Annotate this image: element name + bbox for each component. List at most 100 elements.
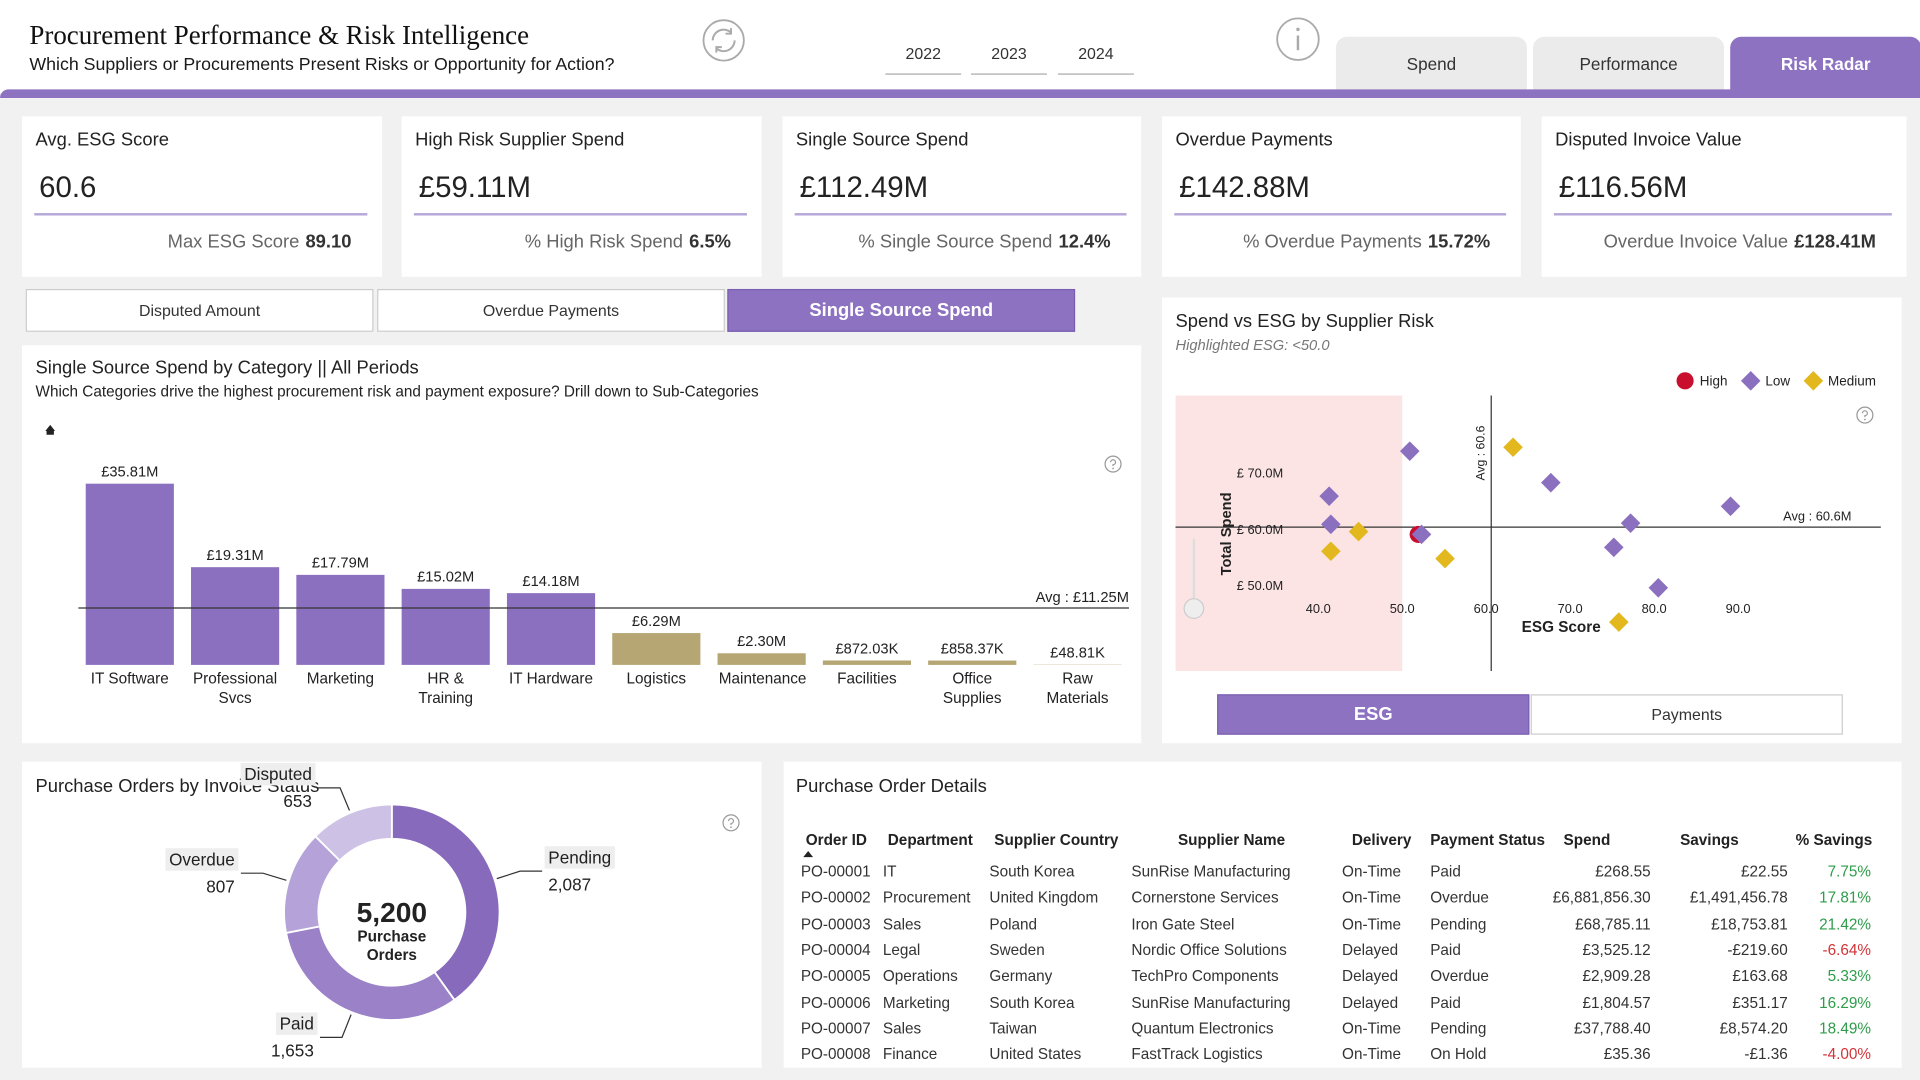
table-cell: Cornerstone Services bbox=[1131, 889, 1279, 907]
table-cell: £3,525.12 bbox=[1582, 941, 1651, 959]
table-cell: On-Time bbox=[1342, 889, 1402, 907]
table-cell: £2,909.28 bbox=[1582, 967, 1651, 985]
nav-tab[interactable]: Performance bbox=[1533, 36, 1725, 92]
table-cell: Delayed bbox=[1342, 993, 1399, 1011]
table-cell: -6.64% bbox=[1822, 941, 1872, 959]
kpi-sub-value: £128.41M bbox=[1794, 231, 1876, 253]
kpi-card: Overdue Payments £142.88M % Overdue Paymen… bbox=[1162, 116, 1521, 277]
table-cell: PO-00003 bbox=[800, 915, 871, 933]
nav-tab[interactable]: Spend bbox=[1335, 36, 1527, 92]
table-cell: PO-00006 bbox=[800, 993, 871, 1011]
table-cell: £163.68 bbox=[1732, 967, 1788, 985]
column-header[interactable]: Supplier Name bbox=[1177, 831, 1286, 849]
x-tick-label: Marketing bbox=[306, 669, 375, 687]
table-cell: -4.00% bbox=[1822, 1045, 1872, 1063]
kpi-divider bbox=[34, 213, 368, 216]
table-cell: £6,881,856.30 bbox=[1552, 889, 1651, 907]
kpi-sub: Max ESG Score 89.10 bbox=[168, 231, 352, 252]
kpi-sub-label: % High Risk Spend bbox=[524, 231, 684, 253]
column-header[interactable]: Spend bbox=[1563, 831, 1611, 849]
table-cell: Sweden bbox=[989, 941, 1045, 959]
table-cell: £268.55 bbox=[1595, 863, 1651, 881]
table-cell: -£1.36 bbox=[1744, 1045, 1788, 1063]
view-button[interactable]: Single Source Spend bbox=[727, 288, 1076, 332]
kpi-divider bbox=[794, 213, 1127, 216]
table-cell: £1,491,456.78 bbox=[1689, 889, 1788, 907]
table-cell: On-Time bbox=[1342, 1019, 1402, 1037]
table-cell: FastTrack Logistics bbox=[1131, 1045, 1263, 1063]
kpi-value: £116.56M bbox=[1558, 171, 1688, 205]
table-cell: 21.42% bbox=[1819, 915, 1872, 933]
table-cell: Finance bbox=[882, 1045, 938, 1063]
column-header[interactable]: % Savings bbox=[1795, 831, 1873, 849]
year-filter[interactable]: 2024 bbox=[1057, 44, 1134, 75]
toggle-button[interactable]: Payments bbox=[1530, 694, 1843, 735]
column-header[interactable]: Department bbox=[887, 831, 973, 849]
table-cell: SunRise Manufacturing bbox=[1131, 993, 1291, 1011]
dashboard-title: Procurement Performance & Risk Intellige… bbox=[29, 19, 530, 51]
table-cell: 17.81% bbox=[1819, 889, 1872, 907]
kpi-value: £112.49M bbox=[799, 171, 929, 205]
table-cell: Procurement bbox=[882, 889, 971, 907]
table-cell: Iron Gate Steel bbox=[1131, 915, 1235, 933]
table-cell: On-Time bbox=[1342, 863, 1402, 881]
table-cell: Pending bbox=[1430, 1019, 1487, 1037]
kpi-title: High Risk Supplier Spend bbox=[415, 129, 625, 151]
x-tick-label: Facilities bbox=[837, 669, 897, 687]
kpi-sub-label: Max ESG Score bbox=[167, 231, 300, 253]
view-button[interactable]: Disputed Amount bbox=[25, 288, 374, 332]
kpi-title: Disputed Invoice Value bbox=[1555, 129, 1742, 151]
kpi-card: High Risk Supplier Spend £59.11M % High Ri… bbox=[401, 116, 762, 277]
column-header[interactable]: Savings bbox=[1680, 831, 1739, 849]
table-cell: Quantum Electronics bbox=[1131, 1019, 1274, 1037]
header-band bbox=[0, 89, 1920, 98]
x-tick-label: Office Supplies bbox=[942, 669, 1002, 707]
table-cell: Sales bbox=[882, 915, 922, 933]
nav-tab[interactable]: Risk Radar bbox=[1730, 36, 1920, 92]
column-header[interactable]: Order ID bbox=[805, 831, 867, 849]
kpi-sub: % Overdue Payments 15.72% bbox=[1243, 231, 1490, 252]
table-cell: £22.55 bbox=[1740, 863, 1788, 881]
kpi-sub-label: % Overdue Payments bbox=[1243, 231, 1422, 253]
bar-panel: Single Source Spend by Category || All P… bbox=[22, 345, 1142, 744]
kpi-title: Overdue Payments bbox=[1175, 129, 1333, 151]
x-tick-label: IT Software bbox=[90, 669, 169, 687]
table-cell: Marketing bbox=[882, 993, 951, 1011]
column-header[interactable]: Payment Status bbox=[1430, 831, 1546, 849]
table-cell: Paid bbox=[1430, 993, 1461, 1011]
column-header[interactable]: Delivery bbox=[1351, 831, 1412, 849]
dashboard-subtitle: Which Suppliers or Procurements Present … bbox=[29, 55, 615, 75]
table-cell: Nordic Office Solutions bbox=[1131, 941, 1287, 959]
chart-subtitle: Highlighted ESG: <50.0 bbox=[1175, 336, 1330, 354]
table-cell: Pending bbox=[1430, 915, 1487, 933]
kpi-sub: % Single Source Spend 12.4% bbox=[858, 231, 1110, 252]
table-cell: 5.33% bbox=[1827, 967, 1872, 985]
kpi-divider bbox=[413, 213, 747, 216]
table-cell: United States bbox=[989, 1045, 1082, 1063]
table-cell: £351.17 bbox=[1732, 993, 1788, 1011]
x-tick-label: Professional Svcs bbox=[192, 669, 278, 707]
table-cell: Overdue bbox=[1430, 889, 1489, 907]
kpi-sub-label: % Single Source Spend bbox=[858, 231, 1053, 253]
year-filter[interactable]: 2023 bbox=[971, 44, 1047, 75]
table-cell: Paid bbox=[1430, 863, 1461, 881]
year-filter[interactable]: 2022 bbox=[885, 44, 962, 75]
table-cell: South Korea bbox=[989, 863, 1075, 881]
kpi-value: £59.11M bbox=[418, 171, 531, 205]
table-cell: PO-00007 bbox=[800, 1019, 871, 1037]
kpi-card: Disputed Invoice Value £116.56M Overdue In… bbox=[1541, 116, 1907, 277]
toggle-button[interactable]: ESG bbox=[1217, 694, 1530, 735]
table-cell: Legal bbox=[882, 941, 921, 959]
x-tick-label: Maintenance bbox=[718, 669, 807, 687]
kpi-sub-value: 89.10 bbox=[305, 231, 352, 253]
table-panel: Purchase Order Details Order ID Department… bbox=[783, 761, 1902, 1068]
table-cell: PO-00002 bbox=[800, 889, 871, 907]
column-header[interactable]: Supplier Country bbox=[994, 831, 1119, 849]
kpi-sub-label: Overdue Invoice Value bbox=[1603, 231, 1789, 253]
table-cell: 18.49% bbox=[1819, 1019, 1872, 1037]
view-button[interactable]: Overdue Payments bbox=[377, 288, 725, 332]
table-cell: £35.36 bbox=[1603, 1045, 1651, 1063]
table-cell: On-Time bbox=[1342, 915, 1402, 933]
